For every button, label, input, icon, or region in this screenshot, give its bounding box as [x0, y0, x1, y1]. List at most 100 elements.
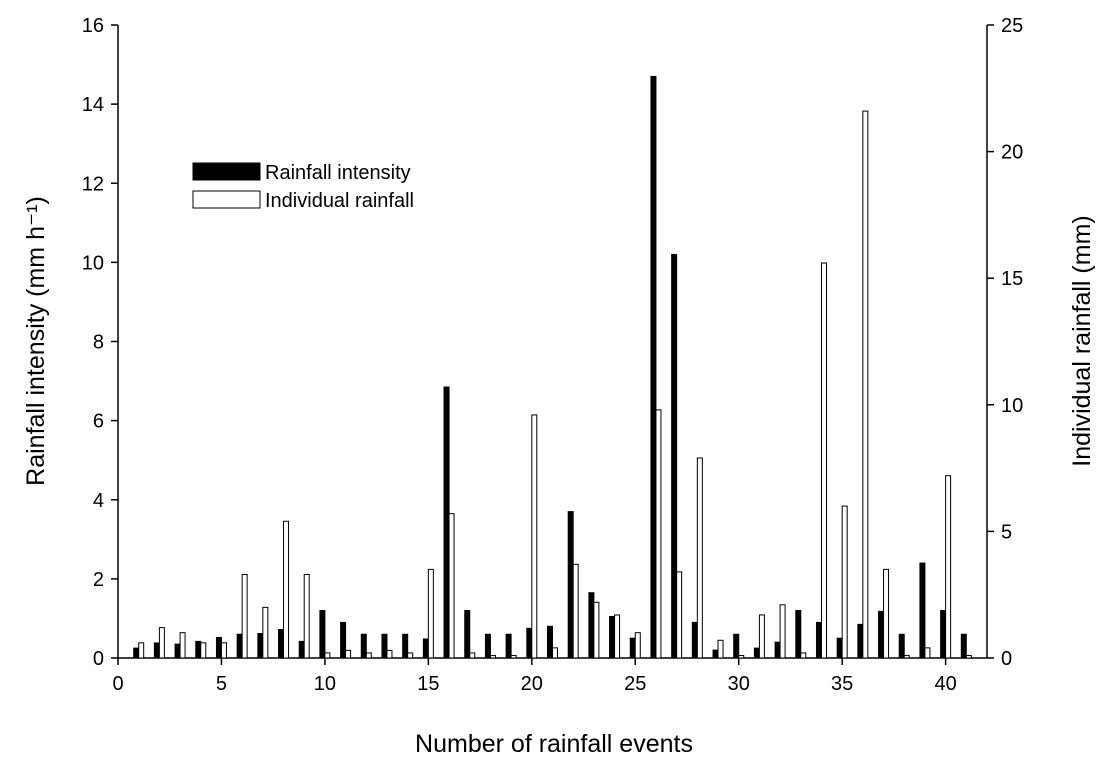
bar	[593, 601, 600, 659]
bar	[960, 633, 967, 659]
bar	[215, 636, 222, 659]
x-tick-label: 0	[112, 673, 123, 695]
bar	[469, 652, 476, 659]
bar	[303, 573, 310, 659]
bar	[531, 414, 538, 659]
y-tick-label: 4	[93, 490, 104, 512]
bar	[614, 614, 621, 659]
y2-tick-label: 10	[1001, 395, 1023, 417]
y-tick-label: 10	[82, 252, 104, 274]
bar	[919, 562, 926, 659]
y-axis-label: Rainfall intensity (mm h⁻¹)	[22, 196, 50, 486]
bar	[676, 571, 683, 659]
bar	[158, 627, 165, 659]
bar	[179, 632, 186, 659]
bar	[283, 520, 290, 659]
bar	[443, 386, 450, 659]
bar	[427, 568, 434, 659]
bar	[505, 633, 512, 659]
x-tick-label: 30	[728, 673, 750, 695]
x-tick-label: 20	[521, 673, 543, 695]
bar	[965, 654, 972, 659]
x-tick-label: 15	[417, 673, 439, 695]
bar	[220, 642, 227, 659]
bar	[360, 633, 367, 659]
y-tick-label: 6	[93, 411, 104, 433]
bar	[733, 633, 740, 659]
bar	[572, 563, 579, 659]
x-axis-label: Number of rainfall events	[415, 730, 693, 758]
bar	[298, 640, 305, 659]
bar	[464, 610, 471, 659]
legend-label: Individual rainfall	[265, 190, 414, 212]
bar	[671, 253, 678, 659]
y-tick-label: 0	[93, 648, 104, 670]
bar	[547, 625, 553, 659]
legend-swatch	[192, 190, 261, 209]
bar	[878, 610, 885, 659]
bar	[510, 654, 517, 659]
bar	[133, 647, 140, 659]
bar	[195, 640, 202, 659]
bar	[484, 633, 491, 659]
legend-label: Rainfall intensity	[265, 162, 411, 184]
bar	[489, 654, 496, 659]
x-tick-label: 5	[216, 673, 227, 695]
y-tick-label: 14	[82, 94, 104, 116]
bar	[588, 592, 595, 659]
y2-tick-label: 5	[1001, 521, 1012, 543]
bar	[526, 627, 533, 659]
bar	[365, 652, 372, 659]
y2-tick-label: 15	[1001, 268, 1023, 290]
bar	[422, 638, 429, 659]
bar	[278, 629, 285, 659]
y-tick-label: 16	[82, 15, 104, 37]
bar	[629, 637, 636, 659]
bar	[324, 652, 331, 659]
bar	[841, 505, 848, 659]
bar	[836, 637, 843, 659]
bar	[738, 654, 745, 659]
bar	[758, 614, 765, 659]
bar	[883, 568, 890, 659]
bar	[655, 409, 662, 659]
bar	[898, 633, 905, 659]
legend-swatch	[192, 162, 261, 181]
bar	[857, 623, 864, 659]
y2-tick-label: 20	[1001, 142, 1023, 164]
bar	[862, 110, 869, 659]
bar	[820, 262, 827, 659]
bar	[634, 632, 641, 659]
bar	[940, 610, 947, 659]
bar	[153, 642, 160, 659]
bar	[567, 511, 574, 659]
bar	[795, 610, 802, 659]
bar	[609, 615, 616, 659]
bar	[774, 641, 781, 659]
bar	[345, 649, 352, 659]
x-tick-label: 25	[624, 673, 646, 695]
bar	[712, 649, 719, 659]
bar	[753, 647, 760, 659]
x-tick-label: 10	[314, 673, 336, 695]
bar	[340, 621, 347, 659]
bar	[200, 642, 207, 659]
bar	[138, 642, 145, 659]
bar	[402, 633, 409, 659]
bar	[174, 643, 181, 659]
bar	[800, 652, 807, 659]
bar	[650, 75, 657, 659]
bar	[815, 621, 822, 659]
bar	[945, 475, 952, 659]
x-tick-label: 35	[831, 673, 853, 695]
bar	[257, 632, 264, 659]
bar	[779, 604, 786, 659]
bar	[924, 647, 931, 659]
x-tick-label: 40	[934, 673, 956, 695]
bar	[386, 649, 393, 659]
y2-tick-label: 25	[1001, 15, 1023, 37]
bar	[691, 621, 698, 659]
bar	[236, 633, 243, 659]
bar	[407, 652, 414, 659]
